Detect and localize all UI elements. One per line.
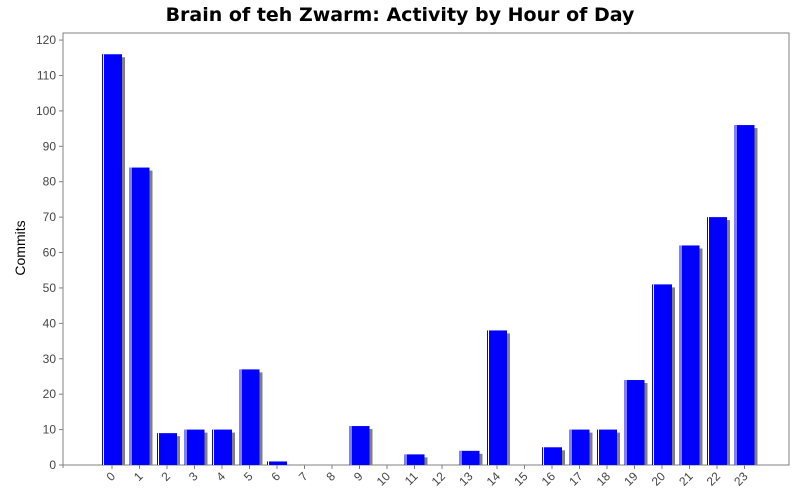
bar: [459, 450, 480, 465]
bar: [487, 330, 507, 465]
y-tick-label: 110: [37, 68, 56, 82]
y-tick-label: 90: [43, 139, 57, 153]
y-tick-label: 10: [43, 423, 57, 437]
y-tick-label: 40: [43, 316, 57, 330]
x-tick-label: 3: [186, 469, 201, 484]
x-tick-label: 12: [429, 469, 449, 489]
x-tick-label: 15: [511, 469, 531, 489]
y-tick-label: 50: [43, 281, 57, 295]
bar: [184, 429, 205, 465]
x-tick-label: 22: [704, 469, 724, 489]
bar: [679, 245, 700, 465]
x-tick-label: 7: [296, 469, 311, 484]
bar: [542, 447, 562, 465]
x-tick-label: 19: [621, 469, 641, 489]
bar: [239, 369, 260, 465]
x-tick-label: 6: [268, 469, 283, 484]
y-axis-label: Commits: [12, 220, 28, 275]
bar: [349, 426, 370, 465]
y-tick-label: 70: [43, 210, 57, 224]
x-tick-label: 4: [213, 469, 228, 484]
bar: [212, 429, 232, 465]
y-tick-label: 100: [36, 104, 56, 118]
x-tick-label: 5: [241, 469, 256, 484]
bar: [102, 54, 122, 465]
y-tick-label: 60: [43, 246, 57, 260]
x-tick-label: 18: [594, 469, 614, 489]
bar: [707, 217, 727, 465]
chart-title: Brain of teh Zwarm: Activity by Hour of …: [166, 4, 635, 26]
x-tick-label: 13: [456, 469, 476, 489]
x-tick-label: 0: [103, 469, 118, 484]
x-tick-label: 17: [566, 469, 586, 489]
x-tick-label: 2: [158, 469, 173, 484]
bar: [129, 167, 150, 465]
y-tick-label: 0: [49, 458, 56, 472]
bar: [734, 125, 755, 465]
bar: [569, 429, 590, 465]
y-tick-label: 120: [36, 33, 56, 47]
x-tick-label: 8: [323, 469, 338, 484]
x-tick-label: 10: [374, 469, 394, 489]
x-tick-label: 16: [539, 469, 559, 489]
x-tick-label: 21: [676, 469, 696, 489]
x-tick-label: 1: [131, 469, 146, 484]
x-tick-label: 9: [351, 469, 366, 484]
x-tick-label: 11: [402, 469, 421, 488]
y-tick-label: 80: [43, 175, 57, 189]
x-tick-label: 20: [649, 469, 669, 489]
y-tick-label: 20: [43, 387, 57, 401]
bar: [652, 284, 672, 465]
bar: [624, 380, 645, 465]
bar: [597, 429, 617, 465]
bar: [404, 454, 425, 465]
bar: [267, 461, 287, 465]
bar: [157, 433, 177, 465]
x-tick-label: 14: [484, 469, 504, 489]
x-tick-label: 23: [731, 469, 751, 489]
y-tick-label: 30: [43, 352, 57, 366]
